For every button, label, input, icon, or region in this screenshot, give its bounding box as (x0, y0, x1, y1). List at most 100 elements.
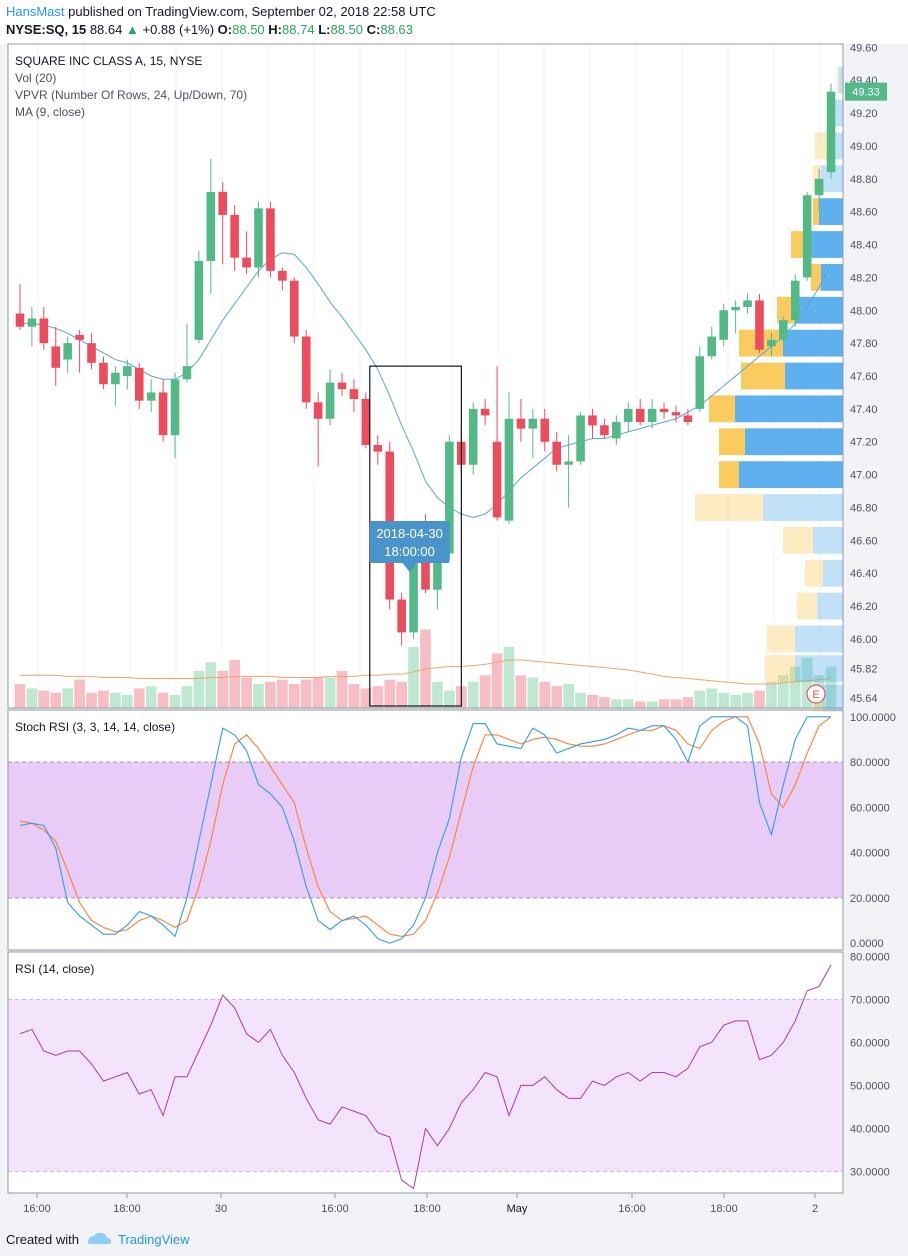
volume-bar (789, 666, 801, 708)
vpvr-up-bar (817, 592, 843, 620)
candle[interactable] (39, 306, 49, 350)
last-price-badge (845, 82, 887, 101)
candle[interactable] (75, 329, 84, 373)
author-link[interactable]: HansMast (6, 4, 65, 19)
candle[interactable] (659, 402, 669, 419)
candle[interactable] (600, 418, 609, 439)
candle[interactable] (743, 293, 752, 314)
candle[interactable] (516, 399, 526, 442)
stoch-scale[interactable]: 100.0000 80.0000 60.0000 40.0000 20.0000 0.00… (850, 712, 896, 950)
time-tick-label: May (507, 1203, 528, 1215)
candle[interactable] (564, 435, 573, 508)
candle[interactable] (194, 251, 204, 344)
date-tooltip-pointer (402, 563, 417, 572)
candle[interactable] (623, 402, 633, 432)
date-tooltip-box[interactable] (369, 521, 450, 563)
candle[interactable] (480, 399, 490, 426)
candle[interactable] (349, 379, 359, 413)
candle[interactable] (170, 372, 180, 459)
candle[interactable] (588, 408, 597, 439)
candle-body (194, 260, 204, 340)
pane-background-1[interactable] (8, 44, 843, 708)
candle[interactable] (361, 392, 371, 449)
candle[interactable] (707, 326, 717, 360)
candle-body (123, 366, 132, 376)
candle-body (635, 408, 645, 423)
candle[interactable] (266, 201, 275, 278)
volume-bar (622, 699, 634, 708)
candle[interactable] (337, 372, 347, 396)
candle[interactable] (779, 316, 788, 344)
candle[interactable] (146, 379, 156, 413)
time-scale[interactable]: 16:00 18:00 30 16:00 18:00 May 16:00 18:00 2 (23, 1193, 818, 1215)
price-tick-label: 47.40 (850, 404, 878, 416)
candle[interactable] (27, 306, 37, 347)
candle[interactable] (552, 431, 561, 472)
candle[interactable] (767, 333, 776, 357)
candle[interactable] (576, 412, 585, 465)
price-scale[interactable]: 49.6049.4049.2049.0048.8048.6048.4048.20… (850, 42, 878, 705)
candle[interactable] (814, 168, 824, 212)
earnings-event-badge[interactable] (806, 684, 826, 704)
candle[interactable] (695, 346, 705, 413)
candle[interactable] (63, 336, 72, 373)
tradingview-logo-icon (88, 1232, 111, 1244)
vpvr-up-bar (735, 395, 843, 423)
candle[interactable] (51, 326, 61, 386)
volume-bar (348, 684, 360, 708)
candle[interactable] (87, 333, 96, 370)
volume-bar (121, 694, 133, 708)
candle[interactable] (325, 369, 335, 426)
symbol-label[interactable]: NYSE:SQ, 15 (6, 22, 87, 37)
vpvr-profile (695, 66, 843, 712)
volume-bar (491, 653, 503, 708)
candle-body (313, 402, 323, 419)
candle[interactable] (15, 283, 25, 330)
volume-bar (718, 692, 730, 708)
volume-bar (610, 699, 622, 708)
candle[interactable] (731, 300, 740, 334)
candle[interactable] (647, 399, 657, 429)
candle[interactable] (313, 392, 323, 467)
candle[interactable] (134, 362, 144, 409)
candle[interactable] (671, 405, 681, 423)
publish-info: published on TradingView.com, September … (68, 4, 436, 19)
candle[interactable] (254, 201, 263, 278)
candle[interactable] (683, 408, 693, 426)
tradingview-brand-link[interactable]: TradingView (118, 1232, 190, 1247)
candle[interactable] (206, 159, 216, 294)
candle[interactable] (158, 379, 168, 442)
candle-body (480, 408, 490, 416)
open-value: 88.50 (232, 22, 265, 37)
candle[interactable] (99, 356, 108, 390)
candle[interactable] (397, 592, 406, 646)
candle[interactable] (111, 366, 120, 406)
stoch-band (8, 762, 843, 898)
candle[interactable] (802, 191, 812, 281)
chart-canvas[interactable]: 2018-04-30 18:00:00 E SQUARE INC CLASS A, 1… (0, 0, 908, 1222)
candle[interactable] (612, 415, 621, 446)
candle[interactable] (123, 359, 132, 390)
candle[interactable] (278, 267, 287, 291)
candle[interactable] (468, 402, 478, 475)
candle[interactable] (492, 366, 502, 521)
candle[interactable] (540, 408, 550, 452)
volume-bar (515, 675, 527, 708)
candle[interactable] (182, 323, 192, 383)
candle[interactable] (826, 83, 836, 179)
candle[interactable] (373, 435, 383, 465)
rsi-scale[interactable]: 80.0000 70.0000 60.0000 50.0000 40.0000 30.00… (850, 951, 890, 1178)
candle[interactable] (635, 399, 645, 426)
candle[interactable] (790, 274, 800, 327)
candle[interactable] (242, 231, 251, 275)
price-indicator-label: VPVR (Number Of Rows, 24, Up/Down, 70) (15, 88, 247, 102)
candle[interactable] (719, 303, 728, 347)
candle[interactable] (290, 277, 299, 344)
candle[interactable] (528, 408, 538, 459)
candle[interactable] (218, 182, 228, 265)
candle[interactable] (755, 293, 764, 353)
candle[interactable] (301, 329, 311, 409)
candle[interactable] (230, 205, 239, 271)
candle-body (206, 191, 216, 261)
candle[interactable] (504, 392, 514, 524)
